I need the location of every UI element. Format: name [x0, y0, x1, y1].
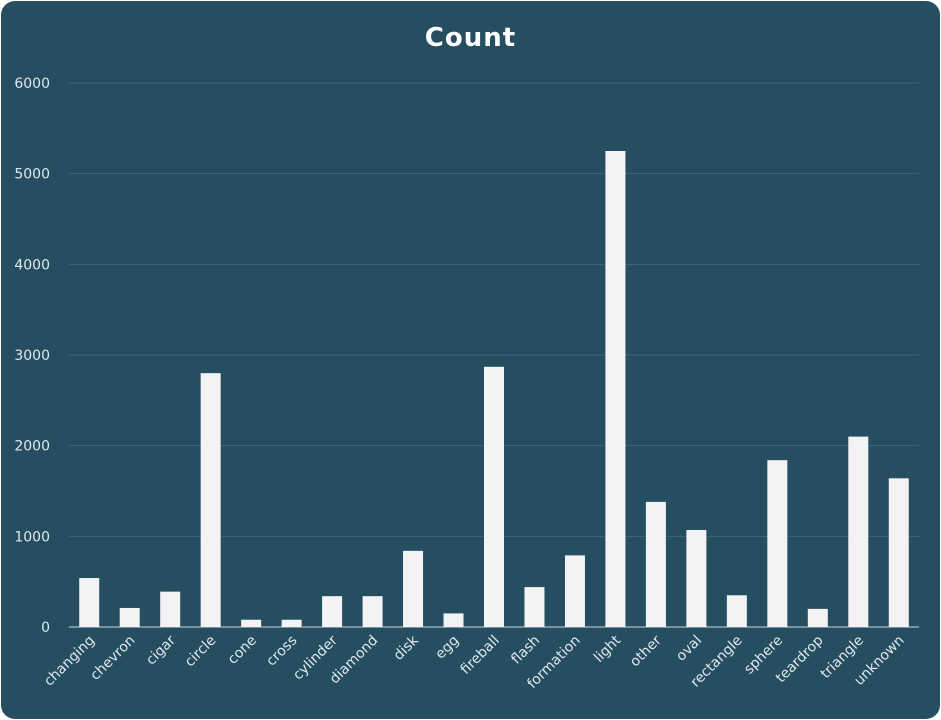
x-tick-label: fireball — [457, 633, 502, 678]
bar-triangle — [848, 436, 869, 627]
y-tick-label: 4000 — [14, 257, 50, 273]
bar-fireball — [484, 366, 504, 627]
bar-light — [605, 151, 626, 627]
x-tick-label: cigar — [143, 632, 179, 668]
bar-egg — [443, 613, 464, 627]
bar-diamond — [362, 596, 383, 627]
x-tick-label: cone — [225, 633, 260, 668]
bar-rectangle — [726, 595, 747, 627]
x-tick-label: oval — [673, 633, 705, 665]
bar-cigar — [160, 591, 181, 627]
bar-circle — [200, 373, 221, 627]
x-tick-label: chevron — [87, 633, 138, 684]
bar-chevron — [119, 607, 140, 627]
bar-cross — [281, 619, 302, 627]
bar-oval — [686, 529, 707, 627]
bar-formation — [564, 555, 585, 627]
x-tick-label: flash — [508, 633, 543, 668]
y-tick-label: 0 — [41, 620, 50, 636]
x-tick-label: circle — [182, 633, 220, 671]
bar-changing — [79, 578, 100, 627]
x-tick-label: egg — [432, 633, 462, 663]
y-tick-label: 3000 — [14, 348, 50, 364]
y-tick-label: 2000 — [14, 439, 50, 455]
y-tick-label: 1000 — [14, 529, 50, 545]
chart-title: Count — [424, 23, 517, 53]
x-tick-label: cross — [263, 633, 300, 670]
x-tick-label: disk — [391, 632, 423, 664]
y-tick-label: 5000 — [14, 167, 50, 183]
y-tick-label: 6000 — [14, 76, 50, 92]
bar-cone — [241, 619, 262, 627]
bar-other — [645, 501, 666, 627]
bar-teardrop — [807, 608, 828, 627]
bar-flash — [524, 587, 545, 627]
x-tick-label: changing — [41, 633, 98, 690]
bar-unknown — [888, 478, 909, 627]
x-tick-label: light — [591, 632, 625, 666]
x-tick-label: other — [627, 632, 665, 670]
bar-cylinder — [322, 596, 343, 627]
bar-disk — [403, 550, 424, 627]
bar-sphere — [767, 460, 788, 627]
